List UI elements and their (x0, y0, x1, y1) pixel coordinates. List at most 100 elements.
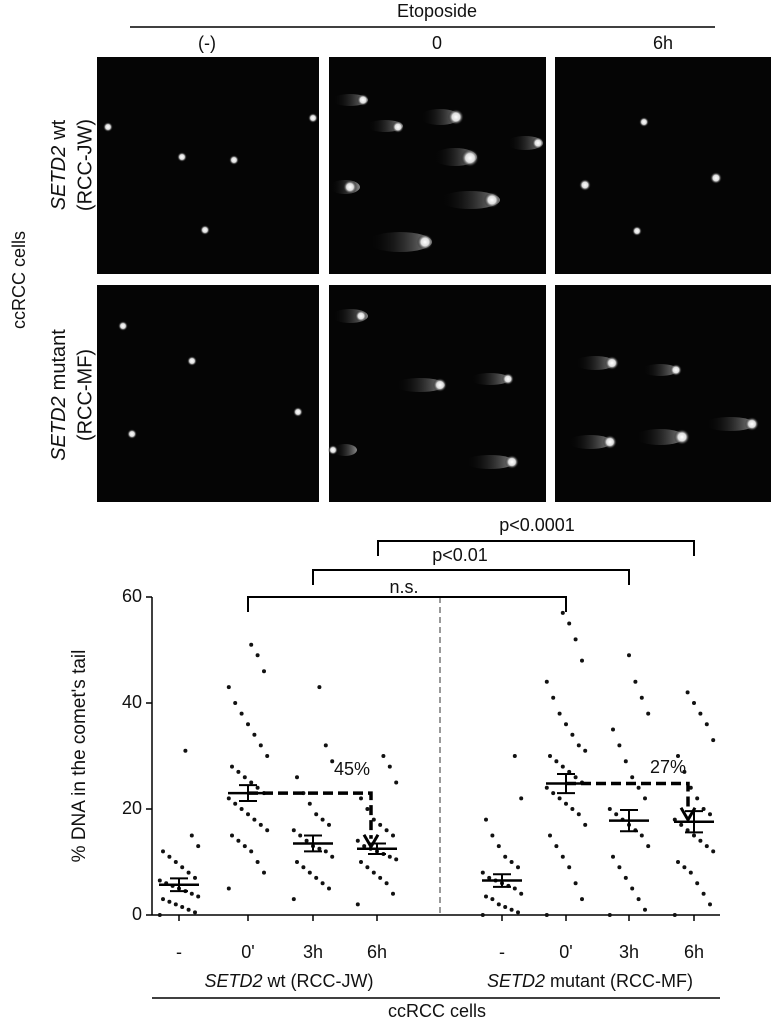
x-axis-title: ccRCC cells (388, 1001, 486, 1021)
data-point (695, 881, 700, 886)
data-point (298, 833, 303, 838)
data-point (544, 913, 549, 917)
gene: SETD2 (204, 971, 262, 991)
data-point (480, 870, 485, 875)
reduction-label: 45% (334, 759, 370, 779)
data-point (617, 743, 622, 748)
data-point (320, 817, 325, 822)
data-point (623, 759, 628, 764)
data-point (189, 833, 194, 838)
data-point (258, 822, 263, 827)
reduction-label: 27% (650, 757, 686, 777)
x-tick-label: 6h (684, 942, 704, 962)
gene: SETD2 (487, 971, 545, 991)
data-point (567, 621, 572, 626)
data-point (365, 865, 370, 870)
data-point (692, 701, 696, 705)
data-point (551, 791, 556, 796)
data-point (323, 849, 328, 854)
data-point (317, 846, 322, 851)
data-point (180, 905, 185, 910)
data-point (371, 817, 376, 822)
data-point (685, 690, 690, 695)
group-name: wt (RCC-JW) (267, 971, 374, 991)
row-label: SETD2 wt (48, 119, 70, 210)
data-point (255, 785, 260, 790)
data-point (484, 894, 488, 899)
data-point (698, 838, 703, 843)
x-tick-label: - (176, 942, 182, 962)
data-point (226, 796, 231, 801)
data-point (196, 844, 201, 849)
data-point (557, 711, 562, 716)
data-point (230, 764, 234, 769)
data-point (554, 844, 559, 849)
data-point (695, 796, 700, 801)
data-point (387, 854, 392, 859)
data-point (692, 833, 696, 838)
group-label: SETD2 wt (RCC-JW) (204, 971, 373, 991)
data-point (249, 780, 254, 785)
data-point (685, 828, 690, 833)
data-point (557, 796, 562, 801)
gene: SETD2 (48, 146, 70, 210)
data-point (394, 857, 399, 862)
data-point (636, 785, 641, 790)
data-point (509, 860, 514, 864)
data-point (186, 870, 191, 875)
comparison-label: n.s. (389, 577, 418, 597)
data-point (519, 796, 524, 801)
data-point (246, 812, 250, 817)
data-point (291, 897, 296, 902)
data-point (314, 812, 319, 817)
data-point (262, 669, 266, 674)
data-point (242, 844, 247, 849)
data-point (570, 732, 575, 737)
data-point (704, 722, 709, 727)
data-point (255, 860, 260, 864)
data-point (242, 775, 247, 780)
data-point (301, 865, 306, 870)
data-point (630, 775, 635, 780)
data-point (183, 748, 188, 753)
data-point (157, 878, 162, 883)
row-label: SETD2 mutant (48, 329, 70, 461)
data-point (682, 865, 687, 870)
data-point (490, 897, 495, 902)
error-bar (170, 877, 188, 893)
data-point (672, 913, 677, 917)
data-point (180, 865, 185, 870)
data-point (378, 875, 383, 880)
data-point (186, 907, 191, 912)
data-point (704, 844, 709, 849)
data-point (327, 886, 331, 891)
y-tick-label: 0 (132, 904, 142, 924)
data-point (636, 897, 641, 902)
data-point (490, 833, 495, 838)
data-point (560, 764, 565, 769)
x-tick-label: 3h (619, 942, 639, 962)
data-point (646, 844, 651, 849)
data-point (698, 711, 703, 716)
data-point (509, 907, 514, 912)
data-point (633, 679, 638, 684)
data-point (607, 807, 612, 811)
data-point (255, 653, 260, 658)
data-point (567, 769, 572, 774)
data-point (391, 891, 395, 896)
reduction-arrow (566, 781, 690, 812)
comet-images (97, 57, 771, 502)
data-point (307, 801, 312, 806)
data-point (544, 679, 549, 684)
data-point (233, 701, 238, 705)
data-point (519, 891, 524, 896)
data-point (617, 865, 622, 870)
data-point (173, 860, 178, 864)
row-label: (RCC-MF) (74, 349, 96, 441)
data-point (239, 807, 244, 811)
data-point (639, 695, 644, 700)
x-tick-label: 0' (241, 942, 254, 962)
data-point (230, 833, 234, 838)
data-point (265, 828, 270, 833)
reduction-arrow (248, 791, 373, 839)
